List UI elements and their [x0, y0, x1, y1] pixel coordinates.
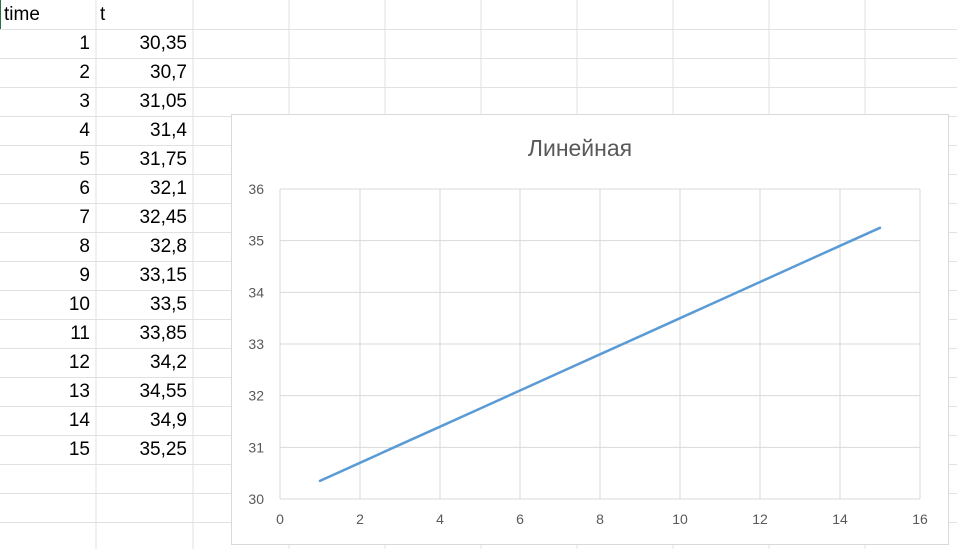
x-tick-label: 6	[516, 511, 524, 527]
cell-time[interactable]: 12	[68, 352, 90, 373]
x-tick-label: 2	[356, 511, 364, 527]
cell-time[interactable]: 4	[79, 120, 90, 141]
x-tick-label: 4	[436, 511, 444, 527]
cell-time[interactable]: 7	[79, 207, 90, 228]
y-tick-label: 31	[248, 439, 264, 455]
cell-t[interactable]: 34,9	[150, 410, 187, 431]
x-tick-label: 12	[752, 511, 768, 527]
y-tick-label: 32	[248, 388, 264, 404]
y-tick-label: 36	[248, 181, 264, 197]
cell-time[interactable]: 13	[68, 381, 90, 402]
cell-t[interactable]: 35,25	[139, 439, 187, 460]
cell-time[interactable]: 14	[68, 410, 90, 431]
cell-t[interactable]: 31,4	[150, 120, 187, 141]
cell-time[interactable]: 6	[79, 178, 90, 199]
chart-title: Линейная	[528, 135, 632, 161]
series-line	[318, 226, 882, 483]
cell-t[interactable]: 32,45	[139, 207, 187, 228]
cell-t[interactable]: 31,05	[139, 91, 187, 112]
x-tick-label: 0	[276, 511, 284, 527]
x-tick-label: 16	[912, 511, 928, 527]
cell-t[interactable]: 32,1	[150, 178, 187, 199]
cell-t[interactable]: 34,55	[139, 381, 187, 402]
cell-t[interactable]: 33,5	[150, 294, 187, 315]
cell-t[interactable]: 34,2	[150, 352, 187, 373]
cell-t[interactable]: 30,35	[139, 33, 187, 54]
y-tick-label: 33	[248, 336, 264, 352]
x-tick-label: 14	[832, 511, 848, 527]
header-cell-time[interactable]: time	[4, 4, 40, 25]
cell-time[interactable]: 1	[79, 33, 90, 54]
cell-time[interactable]: 2	[79, 62, 90, 83]
header-cell-t[interactable]: t	[100, 4, 106, 25]
cell-t[interactable]: 31,75	[139, 149, 187, 170]
cell-time[interactable]: 3	[79, 91, 90, 112]
cell-t[interactable]: 33,85	[139, 323, 187, 344]
cell-time[interactable]: 5	[79, 149, 90, 170]
cell-time[interactable]: 9	[79, 265, 90, 286]
cell-t[interactable]: 30,7	[150, 62, 187, 83]
y-tick-label: 34	[248, 284, 264, 300]
cell-t[interactable]: 32,8	[150, 236, 187, 257]
x-tick-label: 8	[596, 511, 604, 527]
line-chart[interactable]: Линейная 0 2 4 6 8 10 12 14 16 30 31 32 33 34 35 36	[231, 114, 949, 545]
x-tick-label: 10	[672, 511, 688, 527]
y-tick-label: 30	[248, 491, 264, 507]
cell-time[interactable]: 11	[70, 323, 90, 344]
chart-canvas: Линейная 0 2 4 6 8 10 12 14 16 30 31 32 33 34 35 36	[248, 135, 928, 527]
cell-time[interactable]: 8	[79, 236, 90, 257]
y-tick-label: 35	[248, 233, 264, 249]
cell-t[interactable]: 33,15	[139, 265, 187, 286]
cell-time[interactable]: 15	[68, 439, 90, 460]
cell-time[interactable]: 10	[68, 294, 90, 315]
